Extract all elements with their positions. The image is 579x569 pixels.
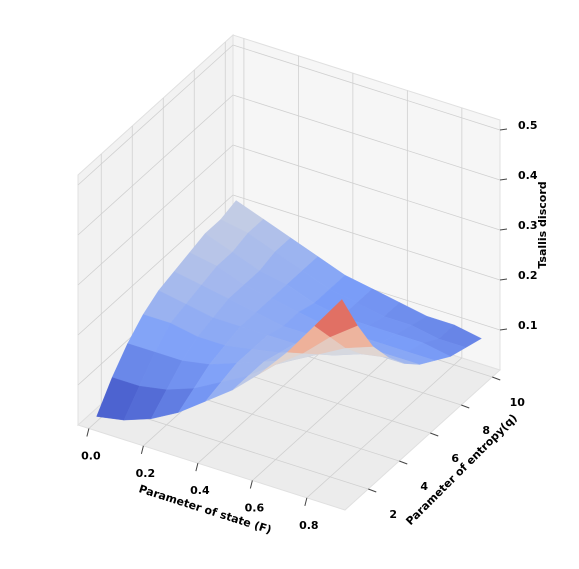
z-tick [499,128,508,131]
x-tick [195,463,199,472]
z-tick [499,228,508,231]
grid-line [232,194,501,281]
z-tick-label: 0.5 [518,119,538,132]
x-tick-label: 0.6 [245,502,265,515]
y-tick-label: 8 [482,424,490,437]
grid-line [77,144,234,286]
z-axis-label: Tsallis discord [536,181,549,268]
grid-line [232,44,501,131]
surface-patch [314,299,358,338]
z-tick [499,328,508,331]
z-tick-label: 0.3 [518,219,538,232]
y-tick [368,488,377,493]
y-tick-label: 2 [389,508,397,521]
grid-line [77,94,234,236]
z-tick-label: 0.4 [518,169,538,182]
x-tick-label: 0.4 [190,484,210,497]
x-tick-label: 0.8 [299,519,319,532]
x-tick-label: 0.2 [136,467,156,480]
y-tick-label: 4 [420,480,428,493]
grid-line [77,44,234,186]
y-tick-label: 10 [510,396,526,409]
y-tick [461,404,470,409]
x-tick [249,480,253,489]
x-tick [304,497,308,506]
grid-line [306,357,463,499]
y-tick [492,376,501,381]
grid-line [232,94,501,181]
y-tick [399,460,408,465]
grid-line [252,340,408,481]
grid-line [232,144,501,231]
y-tick [430,432,439,437]
z-tick [499,278,508,281]
z-tick-label: 0.2 [518,269,538,282]
z-tick [499,178,508,181]
z-tick-label: 0.1 [518,319,538,332]
x-tick-label: 0.0 [81,449,101,462]
surface [96,200,482,421]
y-tick-label: 6 [451,452,459,465]
x-tick [140,445,144,454]
x-tick [86,428,90,437]
grid-line [77,194,234,336]
